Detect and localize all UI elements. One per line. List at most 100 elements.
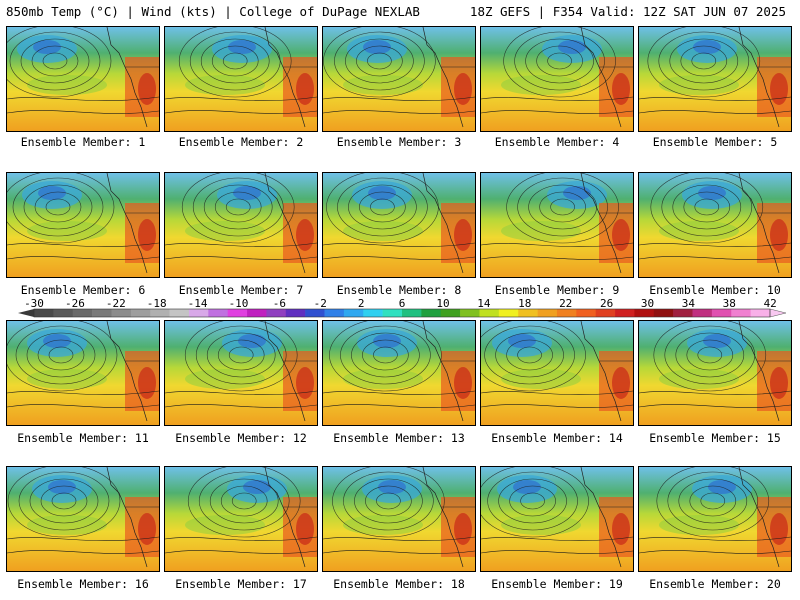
ensemble-member-label: Ensemble Member: 4 (494, 135, 620, 149)
temperature-map (639, 173, 791, 277)
colorbar-max-arrow (769, 308, 787, 318)
ensemble-panel (322, 466, 476, 572)
colorbar-segment (750, 309, 771, 317)
temperature-map (323, 27, 475, 131)
colorbar-segment (402, 309, 422, 317)
ensemble-member-label: Ensemble Member: 10 (649, 283, 781, 297)
temperature-map (481, 27, 633, 131)
colorbar-segment (92, 309, 112, 317)
ensemble-panel (322, 26, 476, 132)
temperature-map (7, 321, 159, 425)
colorbar-tick-label: 10 (436, 297, 450, 310)
ensemble-panel (6, 26, 160, 132)
ensemble-panel (6, 172, 160, 278)
colorbar-segment (150, 309, 170, 317)
colorbar-min-arrow (18, 309, 34, 317)
colorbar-segment (498, 309, 519, 317)
ensemble-panel (322, 320, 476, 426)
ensemble-member-label: Ensemble Member: 14 (491, 431, 623, 445)
colorbar-segment (731, 309, 751, 317)
temperature-map (639, 321, 791, 425)
colorbar-tick-label: 42 (763, 297, 777, 310)
ensemble-panel (480, 172, 634, 278)
temperature-map (7, 467, 159, 571)
colorbar-segment (227, 309, 248, 317)
colorbar-segment (34, 309, 54, 317)
colorbar-tick-label: -26 (64, 297, 85, 310)
colorbar-segment (247, 309, 267, 317)
ensemble-panel (638, 466, 792, 572)
colorbar-tick-label: 34 (681, 297, 696, 310)
temperature-map (7, 173, 159, 277)
ensemble-member-label: Ensemble Member: 16 (17, 577, 149, 591)
colorbar-segment (479, 309, 500, 317)
ensemble-member-label: Ensemble Member: 12 (175, 431, 307, 445)
ensemble-member-label: Ensemble Member: 17 (175, 577, 307, 591)
colorbar-svg (18, 308, 787, 318)
ensemble-panel (638, 320, 792, 426)
ensemble-panel (6, 466, 160, 572)
colorbar-segment (305, 309, 325, 317)
temperature-map (323, 467, 475, 571)
colorbar-segment (595, 309, 616, 317)
temperature-map (165, 173, 317, 277)
temperature-map (165, 321, 317, 425)
temperature-map (323, 321, 475, 425)
colorbar-segment (266, 309, 287, 317)
colorbar-segment (421, 309, 442, 317)
colorbar-segment (363, 309, 383, 317)
ensemble-member-label: Ensemble Member: 18 (333, 577, 465, 591)
ensemble-panel (322, 172, 476, 278)
colorbar-outline (33, 308, 771, 318)
ensemble-member-label: Ensemble Member: 19 (491, 577, 623, 591)
colorbar-segment (673, 309, 693, 317)
temperature-map (165, 27, 317, 131)
header-title: 850mb Temp (°C) | Wind (kts) | College o… (6, 4, 420, 19)
ensemble-panel (164, 26, 318, 132)
ensemble-member-label: Ensemble Member: 5 (652, 135, 778, 149)
colorbar-tick-label: 14 (477, 297, 491, 310)
colorbar-tick-label: -6 (272, 297, 287, 310)
colorbar-segment (343, 309, 364, 317)
colorbar-tick-label: 38 (722, 297, 736, 310)
colorbar-segment (382, 309, 403, 317)
colorbar-tick-label: 30 (640, 297, 655, 310)
ensemble-member-label: Ensemble Member: 2 (178, 135, 304, 149)
ensemble-panel (164, 172, 318, 278)
colorbar-segment (324, 309, 345, 317)
ensemble-panel (638, 172, 792, 278)
colorbar-segment (537, 309, 558, 317)
colorbar-tick-label: -14 (187, 297, 208, 310)
ensemble-panel (638, 26, 792, 132)
colorbar-segment (130, 309, 151, 317)
colorbar-tick-label: 6 (398, 297, 406, 310)
colorbar-segment (556, 309, 577, 317)
colorbar-segment (169, 309, 190, 317)
header-run-info: 18Z GEFS | F354 Valid: 12Z SAT JUN 07 20… (469, 4, 786, 19)
temperature-colorbar (18, 304, 787, 322)
temperature-map (7, 27, 159, 131)
ensemble-member-label: Ensemble Member: 3 (336, 135, 462, 149)
colorbar-segment (634, 309, 655, 317)
colorbar-tick-label: -10 (228, 297, 249, 310)
colorbar-segment (440, 309, 461, 317)
temperature-map (639, 467, 791, 571)
temperature-map (481, 467, 633, 571)
ensemble-member-label: Ensemble Member: 11 (17, 431, 149, 445)
ensemble-panel (164, 466, 318, 572)
temperature-map (481, 173, 633, 277)
colorbar-segment (188, 309, 209, 317)
ensemble-panel (480, 26, 634, 132)
ensemble-panel (480, 466, 634, 572)
colorbar-segment (72, 309, 93, 317)
colorbar-segment (653, 309, 674, 317)
temperature-map (481, 321, 633, 425)
ensemble-member-label: Ensemble Member: 13 (333, 431, 465, 445)
ensemble-member-label: Ensemble Member: 9 (494, 283, 620, 297)
colorbar-tick-label: -2 (313, 297, 327, 310)
colorbar-tick-label: 22 (559, 297, 573, 310)
colorbar-segment (518, 309, 538, 317)
ensemble-panel (480, 320, 634, 426)
colorbar-segment (111, 309, 132, 317)
ensemble-member-label: Ensemble Member: 1 (20, 135, 146, 149)
